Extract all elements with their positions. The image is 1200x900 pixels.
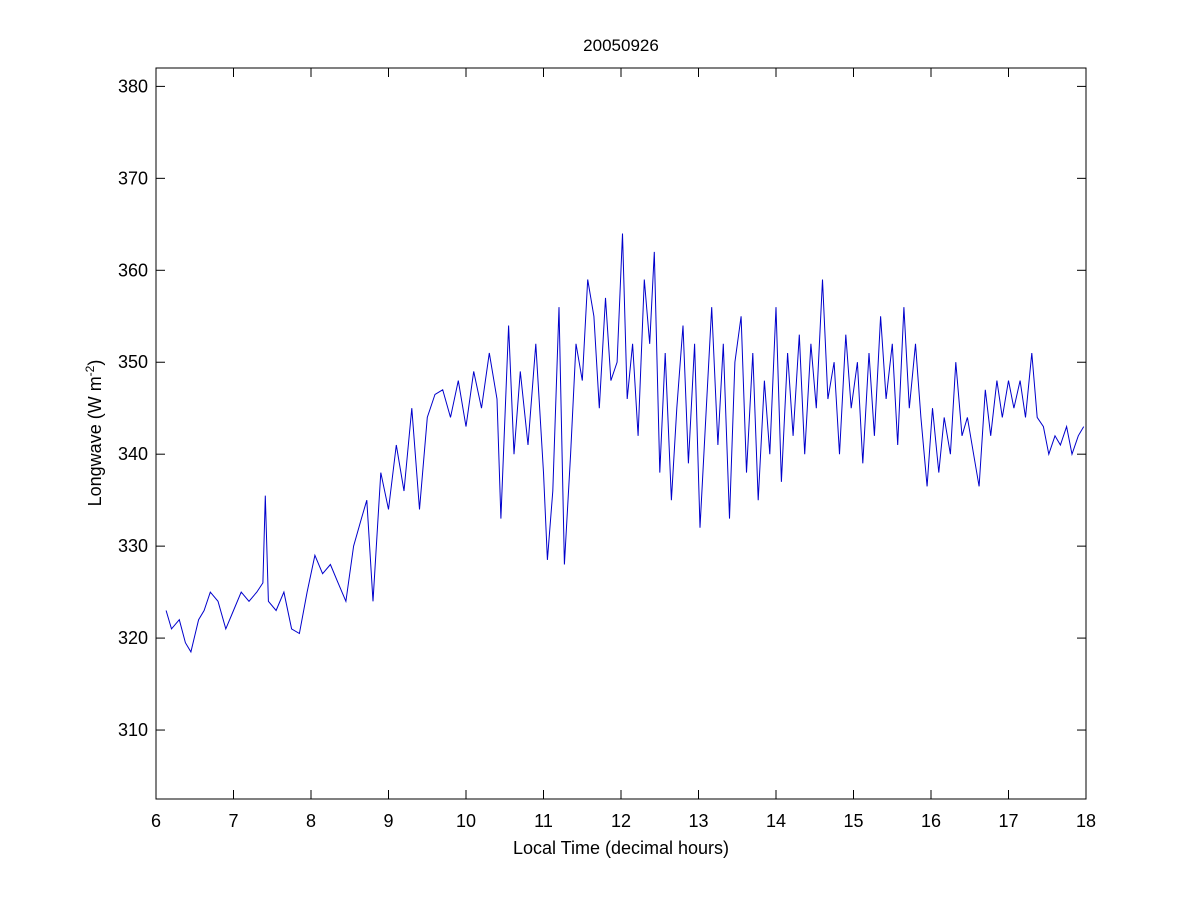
y-tick-label: 340 (118, 444, 148, 464)
y-axis-label-exponent: -2 (83, 365, 97, 376)
y-tick-label: 380 (118, 76, 148, 96)
x-tick-label: 12 (611, 811, 631, 831)
x-tick-label: 10 (456, 811, 476, 831)
x-tick-label: 17 (998, 811, 1018, 831)
y-tick-label: 360 (118, 260, 148, 280)
y-axis-label: Longwave (W m-2) (83, 360, 105, 507)
y-tick-label: 320 (118, 628, 148, 648)
x-tick-label: 9 (383, 811, 393, 831)
series-line (165, 233, 1085, 654)
y-tick-label: 310 (118, 720, 148, 740)
x-tick-label: 13 (688, 811, 708, 831)
y-axis: 310 320 330 340 350 360 370 380 (118, 76, 1086, 740)
x-tick-label: 15 (843, 811, 863, 831)
x-axis-label: Local Time (decimal hours) (513, 838, 729, 858)
y-axis-label-main: Longwave (W m (85, 376, 105, 506)
y-tick-label: 350 (118, 352, 148, 372)
x-tick-label: 7 (228, 811, 238, 831)
x-tick-label: 8 (306, 811, 316, 831)
y-tick-label: 370 (118, 168, 148, 188)
x-tick-label: 16 (921, 811, 941, 831)
x-axis: 6 7 8 9 10 11 12 13 14 15 16 17 18 (151, 68, 1096, 831)
x-tick-label: 18 (1076, 811, 1096, 831)
y-axis-label-suffix: ) (85, 360, 105, 366)
chart-title: 20050926 (583, 36, 659, 55)
x-tick-label: 6 (151, 811, 161, 831)
x-tick-label: 14 (766, 811, 786, 831)
y-tick-label: 330 (118, 536, 148, 556)
x-tick-label: 11 (534, 811, 553, 831)
